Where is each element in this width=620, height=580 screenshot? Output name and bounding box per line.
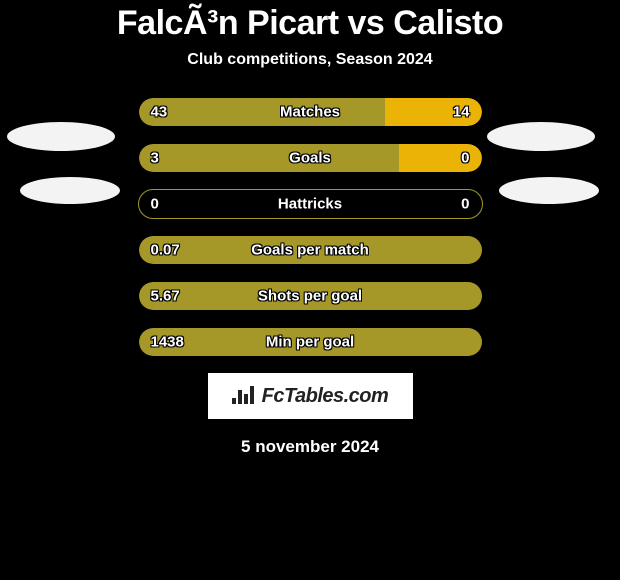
stat-left-value: 0 — [151, 196, 159, 213]
bar-chart-icon — [232, 384, 256, 409]
stat-label: Min per goal — [266, 334, 354, 351]
logo-badge: FcTables.com — [208, 373, 413, 419]
stat-left-value: 5.67 — [151, 288, 180, 305]
stat-label: Goals — [289, 150, 331, 167]
logo-text: FcTables.com — [262, 385, 389, 408]
stat-label: Goals per match — [251, 242, 369, 259]
stat-row: 0.07 Goals per match — [138, 235, 483, 265]
bar-left-fill — [139, 144, 400, 172]
stat-left-value: 1438 — [151, 334, 184, 351]
avatar — [499, 177, 599, 204]
stat-label: Shots per goal — [258, 288, 362, 305]
stat-label: Matches — [280, 104, 340, 121]
stat-row: 0 0 Hattricks — [138, 189, 483, 219]
stat-left-value: 43 — [151, 104, 168, 121]
stat-right-value: 0 — [461, 196, 469, 213]
stat-left-value: 3 — [151, 150, 159, 167]
stat-left-value: 0.07 — [151, 242, 180, 259]
date-text: 5 november 2024 — [0, 437, 620, 457]
stat-right-value: 14 — [453, 104, 470, 121]
avatar — [7, 122, 115, 151]
avatar — [487, 122, 595, 151]
page-title: FalcÃ³n Picart vs Calisto — [0, 0, 620, 43]
stat-row: 3 0 Goals — [138, 143, 483, 173]
stat-row: 1438 Min per goal — [138, 327, 483, 357]
bar-left-fill — [139, 98, 386, 126]
subtitle: Club competitions, Season 2024 — [0, 51, 620, 69]
stat-label: Hattricks — [278, 196, 342, 213]
stat-row: 43 14 Matches — [138, 97, 483, 127]
comparison-bars: 43 14 Matches 3 0 Goals 0 0 Hattricks 0.07 Goals p… — [138, 97, 483, 357]
stat-row: 5.67 Shots per goal — [138, 281, 483, 311]
stat-right-value: 0 — [461, 150, 469, 167]
avatar — [20, 177, 120, 204]
